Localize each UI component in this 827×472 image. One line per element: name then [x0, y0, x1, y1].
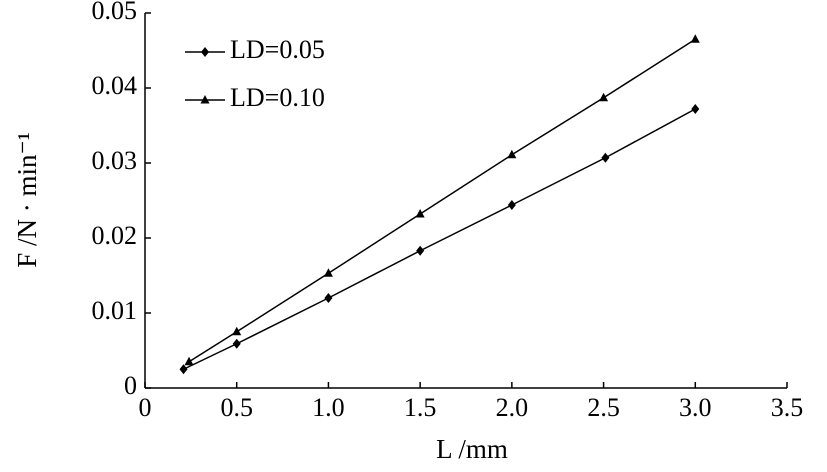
x-tick-label: 2.5 — [587, 393, 620, 422]
x-tick-label: 1.0 — [312, 393, 345, 422]
marker — [232, 326, 242, 336]
marker — [691, 104, 700, 114]
marker — [184, 356, 194, 366]
legend-label: LD=0.10 — [230, 83, 325, 112]
marker — [416, 245, 425, 256]
marker — [324, 293, 333, 303]
marker — [323, 268, 333, 277]
x-tick-label: 2.0 — [496, 393, 529, 422]
marker — [690, 34, 700, 43]
x-axis-title: L /mm — [436, 434, 508, 464]
y-axis-title: F /N · min⁻¹ — [12, 132, 42, 268]
marker — [507, 200, 516, 210]
x-tick-label: 3.5 — [771, 393, 804, 422]
y-tick-label: 0.03 — [92, 146, 138, 175]
x-tick-label: 1.5 — [404, 393, 437, 422]
marker — [232, 338, 241, 349]
marker — [599, 92, 609, 102]
series-line — [183, 108, 696, 370]
y-tick-label: 0.01 — [92, 296, 138, 325]
marker — [201, 47, 209, 57]
marker — [601, 152, 610, 163]
y-tick-label: 0.02 — [92, 221, 138, 250]
marker — [179, 364, 188, 375]
x-tick-label: 0.5 — [220, 393, 253, 422]
x-tick-label: 0 — [139, 393, 152, 422]
legend-label: LD=0.05 — [230, 35, 325, 64]
x-tick-label: 3.0 — [679, 393, 712, 422]
y-tick-label: 0 — [124, 371, 137, 400]
y-tick-label: 0.04 — [92, 71, 138, 100]
y-tick-label: 0.05 — [92, 0, 138, 25]
marker — [415, 209, 425, 218]
marker — [507, 149, 517, 159]
marker — [200, 95, 210, 104]
